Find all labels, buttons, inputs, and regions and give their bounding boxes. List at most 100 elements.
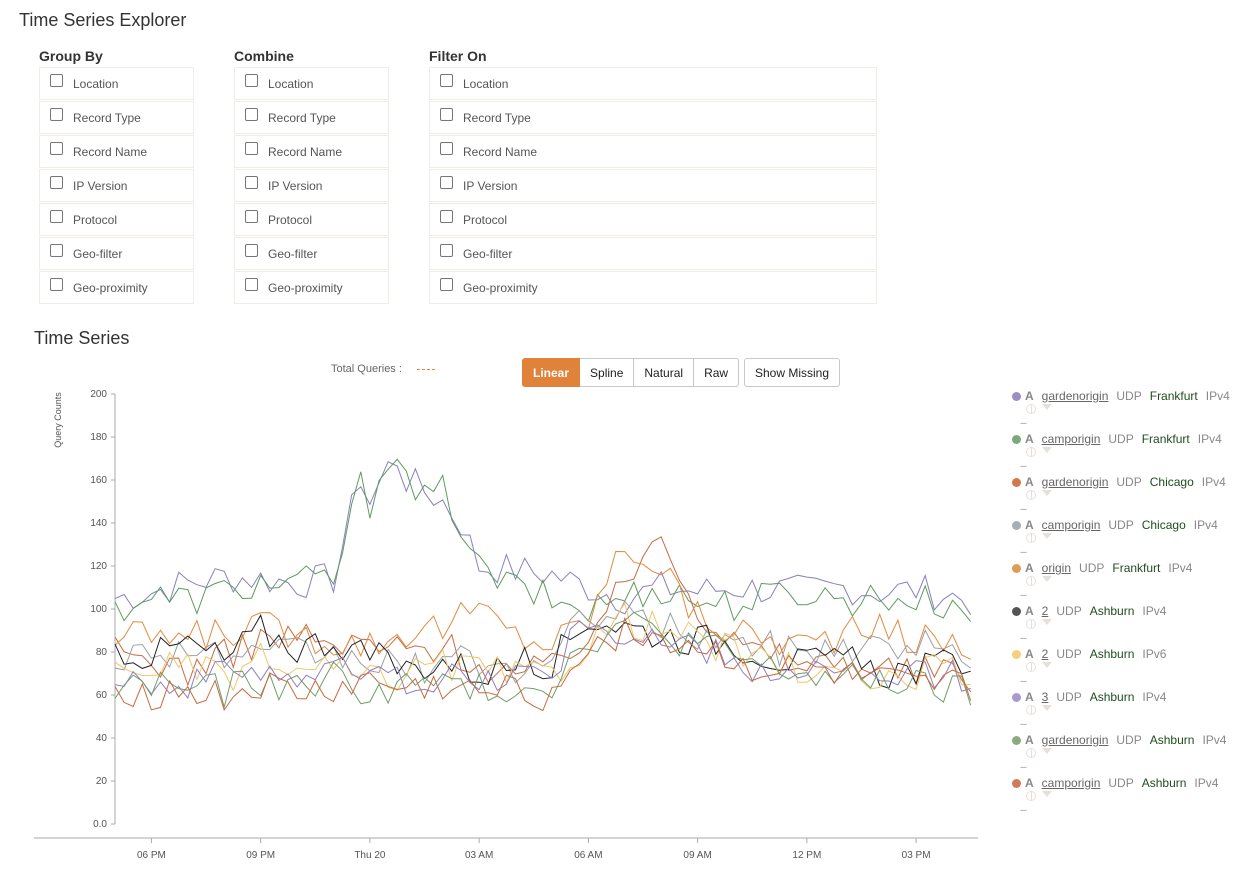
option-row[interactable]: IP Version	[429, 169, 877, 202]
option-row[interactable]: IP Version	[39, 169, 194, 202]
filter-icon[interactable]	[1042, 490, 1052, 496]
filter-icon[interactable]	[1042, 404, 1052, 410]
legend-item[interactable]: A 3 UDP Ashburn IPv4 ---	[1012, 689, 1240, 732]
filter-icon[interactable]	[1042, 748, 1052, 754]
globe-icon[interactable]	[1026, 705, 1036, 715]
legend-protocol: UDP	[1079, 561, 1105, 575]
legend-record-name[interactable]: camporigin	[1041, 518, 1101, 532]
x-tick-label: 03 PM	[902, 850, 931, 861]
option-row[interactable]: Record Type	[39, 101, 194, 134]
option-label: Location	[73, 76, 119, 91]
legend-record-type: A	[1025, 647, 1034, 661]
option-row[interactable]: IP Version	[234, 169, 389, 202]
option-row[interactable]: Geo-proximity	[234, 271, 389, 304]
checkbox[interactable]	[440, 210, 453, 223]
checkbox[interactable]	[245, 244, 258, 257]
filter-icon[interactable]	[1042, 705, 1052, 711]
option-row[interactable]: Record Name	[39, 135, 194, 168]
option-row[interactable]: Location	[39, 67, 194, 100]
option-label: Protocol	[268, 212, 313, 227]
checkbox[interactable]	[440, 244, 453, 257]
option-row[interactable]: Record Type	[429, 101, 877, 134]
checkbox[interactable]	[440, 108, 453, 121]
checkbox[interactable]	[440, 74, 453, 87]
checkbox[interactable]	[50, 176, 63, 189]
filter-icon[interactable]	[1042, 533, 1052, 539]
checkbox[interactable]	[50, 210, 63, 223]
globe-icon[interactable]	[1026, 447, 1036, 457]
series-line	[114, 611, 972, 710]
legend-record-name[interactable]: origin	[1041, 561, 1072, 575]
legend-record-name[interactable]: camporigin	[1041, 776, 1101, 790]
option-row[interactable]: Geo-filter	[429, 237, 877, 270]
option-row[interactable]: Location	[234, 67, 389, 100]
option-label: Geo-proximity	[73, 280, 148, 295]
raw-button[interactable]: Raw	[694, 358, 740, 387]
checkbox[interactable]	[440, 176, 453, 189]
filter-icon[interactable]	[1042, 576, 1052, 582]
globe-icon[interactable]	[1026, 490, 1036, 500]
filter-icon[interactable]	[1042, 791, 1052, 797]
checkbox[interactable]	[50, 278, 63, 291]
globe-icon[interactable]	[1026, 748, 1036, 758]
legend-record-name[interactable]: camporigin	[1041, 432, 1101, 446]
checkbox[interactable]	[50, 108, 63, 121]
checkbox[interactable]	[440, 142, 453, 155]
globe-icon[interactable]	[1026, 533, 1036, 543]
checkbox[interactable]	[245, 142, 258, 155]
option-row[interactable]: Geo-proximity	[39, 271, 194, 304]
spline-button[interactable]: Spline	[580, 358, 635, 387]
checkbox[interactable]	[245, 278, 258, 291]
legend-record-name[interactable]: 2	[1041, 647, 1049, 661]
legend-protocol: UDP	[1108, 776, 1134, 790]
option-row[interactable]: Geo-filter	[234, 237, 389, 270]
natural-button[interactable]: Natural	[634, 358, 695, 387]
legend-record-name[interactable]: 2	[1041, 604, 1049, 618]
checkbox[interactable]	[50, 74, 63, 87]
option-row[interactable]: Record Name	[429, 135, 877, 168]
option-row[interactable]: Protocol	[39, 203, 194, 236]
legend-item[interactable]: A 2 UDP Ashburn IPv6 ---	[1012, 646, 1240, 689]
legend-item[interactable]: A 2 UDP Ashburn IPv4 ---	[1012, 603, 1240, 646]
y-tick-label: 200	[90, 389, 107, 400]
checkbox[interactable]	[440, 278, 453, 291]
globe-icon[interactable]	[1026, 619, 1036, 629]
option-row[interactable]: Geo-filter	[39, 237, 194, 270]
filter-icon[interactable]	[1042, 447, 1052, 453]
legend-protocol: UDP	[1108, 432, 1134, 446]
legend-record-name[interactable]: gardenorigin	[1041, 475, 1109, 489]
checkbox[interactable]	[50, 244, 63, 257]
globe-icon[interactable]	[1026, 576, 1036, 586]
filter-icon[interactable]	[1042, 662, 1052, 668]
legend-record-name[interactable]: gardenorigin	[1041, 389, 1109, 403]
group-by-header: Group By	[39, 48, 103, 64]
option-row[interactable]: Protocol	[234, 203, 389, 236]
checkbox[interactable]	[245, 74, 258, 87]
checkbox[interactable]	[245, 176, 258, 189]
option-row[interactable]: Record Name	[234, 135, 389, 168]
y-tick-label: 0.0	[93, 819, 107, 830]
checkbox[interactable]	[245, 108, 258, 121]
series-line	[114, 536, 972, 693]
globe-icon[interactable]	[1026, 404, 1036, 414]
option-row[interactable]: Geo-proximity	[429, 271, 877, 304]
linear-button[interactable]: Linear	[522, 358, 581, 387]
legend-record-name[interactable]: gardenorigin	[1041, 733, 1109, 747]
checkbox[interactable]	[245, 210, 258, 223]
checkbox[interactable]	[50, 142, 63, 155]
option-row[interactable]: Record Type	[234, 101, 389, 134]
legend-record-name[interactable]: 3	[1041, 690, 1049, 704]
option-row[interactable]: Location	[429, 67, 877, 100]
globe-icon[interactable]	[1026, 791, 1036, 801]
globe-icon[interactable]	[1026, 662, 1036, 672]
show-missing-button[interactable]: Show Missing	[744, 358, 841, 387]
option-row[interactable]: Protocol	[429, 203, 877, 236]
filter-icon[interactable]	[1042, 619, 1052, 625]
